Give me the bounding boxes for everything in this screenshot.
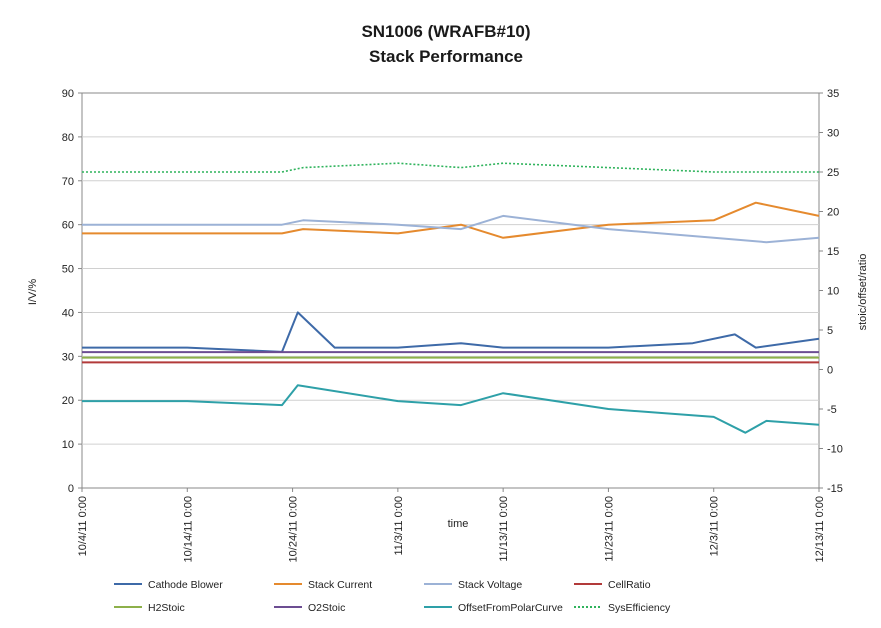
chart-title: SN1006 (WRAFB#10): [361, 22, 530, 41]
y-right-tick-label: 30: [827, 128, 839, 140]
y-right-tick-label: 15: [827, 246, 839, 258]
y-right-tick-label: 10: [827, 286, 839, 298]
y-right-tick-label: -10: [827, 444, 843, 456]
legend-label: H2Stoic: [148, 602, 185, 614]
legend-label: Stack Voltage: [458, 579, 522, 591]
y-right-tick-label: -15: [827, 483, 843, 495]
series-line-stack voltage: [82, 214, 820, 244]
y-right-tick-label: 35: [827, 88, 839, 100]
y-right-tick-label: 20: [827, 207, 839, 219]
y-left-tick-label: 20: [62, 395, 74, 407]
legend-label: CellRatio: [608, 579, 651, 591]
y-left-tick-label: 40: [62, 307, 74, 319]
y-right-tick-label: 25: [827, 167, 839, 179]
x-tick-label: 12/13/11 0:00: [814, 496, 826, 562]
series-line-stack current: [82, 201, 820, 239]
y-left-tick-label: 70: [62, 176, 74, 188]
series-layer: [82, 162, 820, 434]
series-line-sysefficiency: [82, 162, 819, 173]
y-right-tick-label: 0: [827, 365, 833, 377]
x-tick-label: 11/23/11 0:00: [603, 496, 615, 562]
legend-label: SysEfficiency: [608, 602, 671, 614]
legend-label: O2Stoic: [308, 602, 345, 614]
y-left-tick-label: 50: [62, 264, 74, 276]
y-left-tick-label: 10: [62, 439, 74, 451]
x-tick-label: 11/3/11 0:00: [393, 496, 405, 556]
series-line-offsetfrompolarcurve: [82, 384, 820, 434]
y-right-tick-label: 5: [827, 325, 833, 337]
legend-label: Cathode Blower: [148, 579, 223, 591]
legend-label: Stack Current: [308, 579, 372, 591]
y-axis-left-ticks: 0 10 20 30 40 50 60 70 80 90: [62, 88, 82, 495]
chart-subtitle: Stack Performance: [369, 47, 523, 66]
y-left-tick-label: 80: [62, 132, 74, 144]
x-axis-ticks: 10/4/11 0:00 10/14/11 0:00 10/24/11 0:00 11…: [77, 488, 826, 562]
y-axis-right-ticks: -15 -10 -5 0 5 10 15 20 25 30 35: [819, 88, 843, 495]
x-axis-label: time: [448, 518, 469, 530]
y-right-tick-label: -5: [827, 404, 837, 416]
x-tick-label: 10/4/11 0:00: [77, 496, 89, 556]
legend-label: OffsetFromPolarCurve: [458, 602, 563, 614]
y-left-tick-label: 0: [68, 483, 74, 495]
x-tick-label: 10/24/11 0:00: [288, 496, 300, 562]
y-left-tick-label: 30: [62, 351, 74, 363]
gridlines: [82, 136, 819, 445]
y-left-tick-label: 60: [62, 220, 74, 232]
y-left-tick-label: 90: [62, 88, 74, 100]
y-axis-right-label: stoic/offset/ratio: [857, 254, 869, 331]
x-tick-label: 12/3/11 0:00: [709, 496, 721, 556]
x-tick-label: 10/14/11 0:00: [182, 496, 194, 562]
x-tick-label: 11/13/11 0:00: [498, 496, 510, 562]
y-axis-left-label: I/V/%: [27, 279, 39, 306]
legend: Cathode Blower Stack Current Stack Voltage…: [114, 579, 671, 614]
